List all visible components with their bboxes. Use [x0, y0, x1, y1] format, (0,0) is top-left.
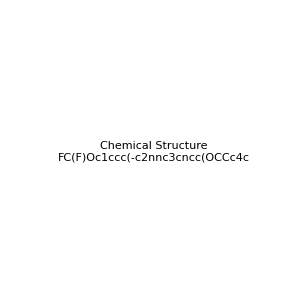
Text: Chemical Structure
FC(F)Oc1ccc(-c2nnc3cncc(OCCc4c: Chemical Structure FC(F)Oc1ccc(-c2nnc3cn…	[58, 141, 250, 162]
